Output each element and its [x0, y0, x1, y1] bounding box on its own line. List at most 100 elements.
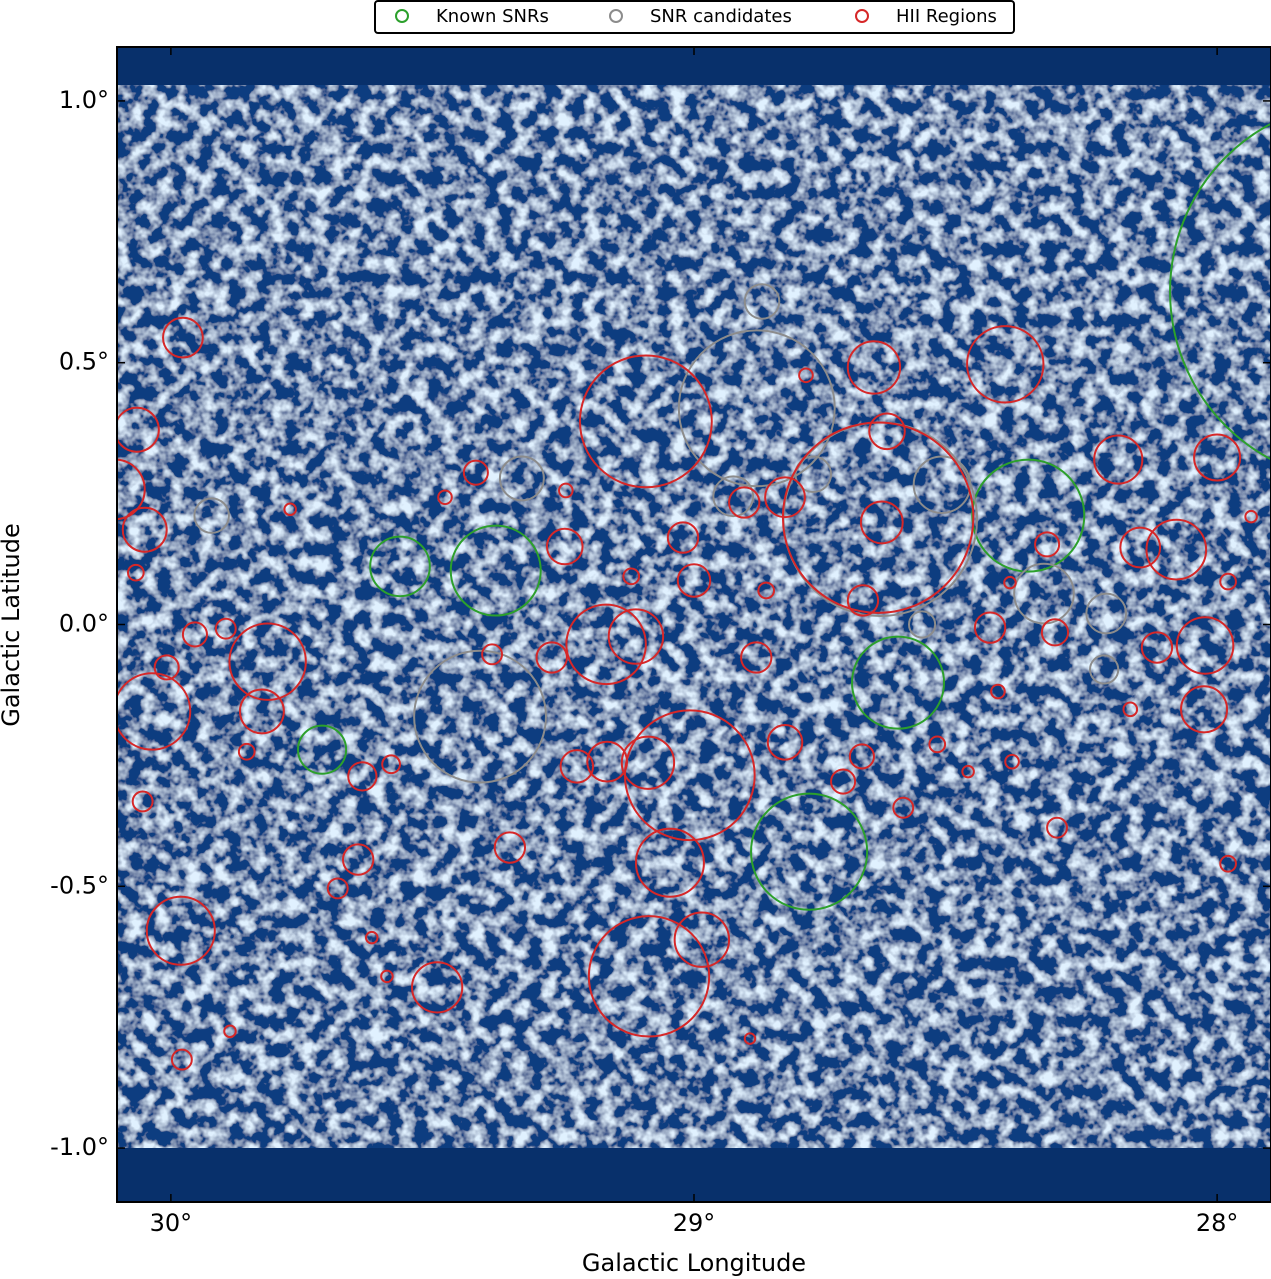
- region-circle: [848, 743, 875, 770]
- region-circle: [237, 742, 256, 761]
- x-tick-label: 28°: [1196, 1209, 1239, 1237]
- region-circle: [296, 724, 348, 775]
- region-circle: [493, 831, 527, 864]
- plot-area: [117, 122, 1271, 1071]
- region-circle: [1169, 122, 1271, 461]
- legend-marker: [395, 9, 409, 23]
- region-circle: [961, 764, 975, 779]
- region-circle: [1140, 631, 1174, 664]
- region-circle: [712, 475, 755, 518]
- region-circle: [153, 654, 180, 681]
- y-tick-label: 0.0°: [59, 610, 109, 638]
- region-circle: [912, 455, 972, 514]
- region-circle: [381, 754, 402, 775]
- region-circle: [1119, 526, 1162, 569]
- region-circle: [117, 672, 192, 751]
- region-circle: [607, 608, 665, 665]
- region-circle: [117, 458, 146, 521]
- region-circle: [411, 961, 464, 1014]
- region-circle: [676, 563, 712, 598]
- region-circle: [1040, 618, 1070, 647]
- region-circle: [1145, 518, 1208, 581]
- y-tick-label: 1.0°: [59, 86, 109, 114]
- x-tick-label: 30°: [150, 1209, 193, 1237]
- region-circle: [1089, 654, 1120, 685]
- region-circle: [966, 325, 1045, 404]
- region-circle: [971, 458, 1086, 573]
- region-circle: [846, 584, 880, 617]
- region-circle: [1219, 572, 1237, 591]
- region-circle: [781, 421, 975, 614]
- region-circle: [558, 482, 574, 499]
- legend-marker: [855, 9, 869, 23]
- region-circle: [1003, 575, 1017, 590]
- region-circle: [481, 643, 504, 666]
- region-circle: [830, 768, 857, 795]
- region-circle: [498, 455, 545, 502]
- region-circle: [283, 502, 297, 517]
- region-circle: [162, 316, 204, 359]
- region-circle: [1034, 531, 1061, 558]
- region-circle: [743, 283, 781, 320]
- region-circle: [131, 790, 154, 813]
- region-circle: [740, 641, 773, 674]
- region-circle: [794, 455, 833, 494]
- region-circle: [928, 735, 947, 754]
- region-circle: [369, 535, 431, 598]
- region-circle: [728, 486, 761, 519]
- region-circle: [766, 724, 804, 761]
- region-circle: [1175, 616, 1235, 675]
- region-circle: [666, 521, 700, 554]
- region-circle: [990, 683, 1006, 700]
- region-circle: [1093, 434, 1144, 485]
- legend: [374, 0, 1015, 34]
- region-circle: [908, 610, 937, 639]
- region-circle: [1193, 433, 1242, 482]
- region-circle: [145, 895, 216, 966]
- region-circle: [850, 635, 946, 730]
- y-tick-label: 0.5°: [59, 348, 109, 376]
- region-circle: [437, 489, 453, 506]
- region-circle: [126, 563, 145, 582]
- region-circle: [757, 581, 776, 600]
- region-circle: [620, 735, 676, 790]
- region-circle: [868, 412, 906, 451]
- region-circle: [622, 567, 641, 586]
- region-circle: [535, 641, 568, 674]
- region-circle: [1180, 685, 1229, 734]
- region-circle: [1013, 562, 1075, 625]
- y-axis-label: Galactic Latitude: [0, 523, 25, 727]
- region-circle: [634, 827, 705, 898]
- x-axis-label: Galactic Longitude: [582, 1249, 806, 1277]
- region-circle: [798, 367, 814, 384]
- region-circle: [565, 603, 647, 686]
- region-circle: [449, 524, 542, 617]
- region-circle: [578, 354, 713, 489]
- region-circle: [121, 506, 168, 553]
- region-circle: [750, 792, 869, 911]
- region-circle: [546, 527, 584, 566]
- region-circle: [764, 476, 806, 519]
- region-circle: [1085, 592, 1128, 635]
- sky-image: [117, 85, 1271, 1148]
- legend-marker: [609, 9, 623, 23]
- region-circle: [170, 1048, 193, 1071]
- region-circle: [559, 749, 595, 784]
- region-circle: [380, 969, 394, 984]
- x-tick-label: 29°: [673, 1209, 716, 1237]
- legend-label: SNR candidates: [650, 6, 792, 27]
- region-circle: [743, 1032, 757, 1045]
- region-circle: [673, 911, 731, 968]
- region-circle: [214, 617, 237, 640]
- region-circle: [1219, 854, 1237, 873]
- region-circle: [677, 329, 836, 488]
- region-circle: [347, 761, 378, 792]
- region-circle: [181, 621, 208, 648]
- region-circle: [238, 688, 285, 735]
- region-circle: [326, 877, 349, 900]
- y-tick-label: -1.0°: [50, 1133, 109, 1161]
- region-circle: [859, 500, 904, 545]
- y-tick-label: -0.5°: [50, 871, 109, 899]
